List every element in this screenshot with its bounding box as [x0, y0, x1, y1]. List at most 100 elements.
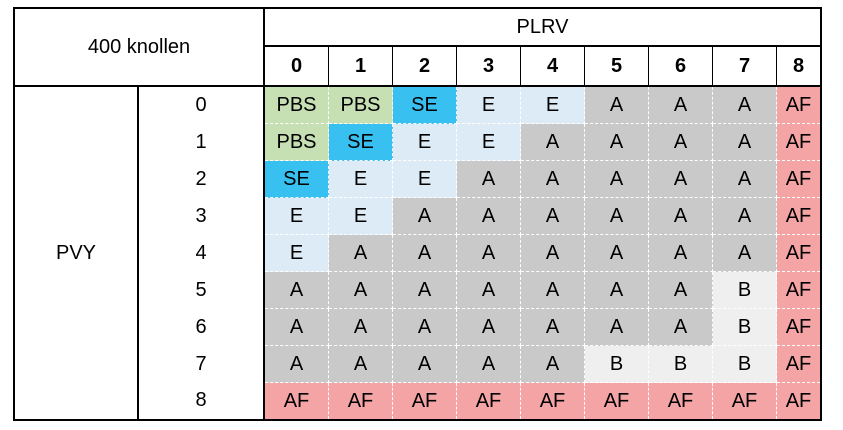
grade-cell: A: [584, 85, 649, 124]
grade-cell: AF: [776, 382, 822, 421]
row-header: 6: [138, 308, 265, 346]
grade-cell: A: [648, 85, 713, 124]
grade-cell: A: [584, 197, 649, 235]
column-header: 0: [264, 45, 329, 87]
grade-cell: A: [392, 345, 457, 383]
column-header: 6: [648, 45, 713, 87]
row-header: 5: [138, 271, 265, 309]
grade-cell: AF: [776, 345, 822, 383]
grade-cell: SE: [263, 160, 329, 198]
grade-cell: B: [712, 308, 777, 346]
grade-cell: A: [712, 85, 777, 124]
grade-cell: A: [712, 123, 777, 161]
grade-cell: E: [392, 123, 457, 161]
grade-cell: A: [584, 308, 649, 346]
grade-cell: A: [328, 308, 393, 346]
grade-cell: A: [520, 123, 585, 161]
grade-cell: A: [456, 197, 521, 235]
grade-cell: A: [328, 271, 393, 309]
grade-cell: E: [456, 123, 521, 161]
grade-cell: AF: [776, 85, 822, 124]
row-header: 3: [138, 197, 265, 235]
grade-cell: A: [328, 234, 393, 272]
grade-cell: A: [456, 160, 521, 198]
grade-cell: PBS: [263, 85, 329, 124]
grade-cell: PBS: [328, 85, 393, 124]
grade-cell: B: [584, 345, 649, 383]
grade-cell: AF: [328, 382, 393, 421]
table-row: 1 PBS SE E E A A A A AF: [14, 123, 822, 161]
grade-cell: A: [263, 345, 329, 383]
row-header: 8: [138, 382, 265, 421]
row-header: 1: [138, 123, 265, 161]
plrv-header: PLRV: [263, 7, 822, 47]
row-header: 0: [138, 86, 265, 124]
table-row: 6 A A A A A A A B AF: [14, 308, 822, 346]
pvy-label: PVY: [13, 86, 139, 421]
grade-cell: A: [520, 197, 585, 235]
grade-cell: A: [584, 234, 649, 272]
grade-cell: AF: [776, 123, 822, 161]
grade-cell: A: [648, 308, 713, 346]
row-header: 7: [138, 345, 265, 383]
grade-cell: AF: [520, 382, 585, 421]
column-header: 1: [328, 45, 393, 87]
column-header: 7: [712, 45, 777, 87]
table-row: 4 E A A A A A A A AF: [14, 234, 822, 272]
grade-cell: A: [392, 234, 457, 272]
grade-cell: AF: [776, 271, 822, 309]
row-header: 4: [138, 234, 265, 272]
grade-cell: B: [712, 345, 777, 383]
grade-cell: A: [584, 123, 649, 161]
grade-cell: A: [584, 160, 649, 198]
grade-cell: A: [520, 160, 585, 198]
grade-cell: E: [392, 160, 457, 198]
grade-cell: A: [712, 160, 777, 198]
grade-cell: A: [392, 271, 457, 309]
grade-cell: SE: [328, 123, 393, 161]
column-header: 2: [392, 45, 457, 87]
grade-cell: A: [648, 197, 713, 235]
grade-cell: AF: [776, 160, 822, 198]
grade-cell: B: [712, 271, 777, 309]
corner-label: 400 knollen: [13, 7, 265, 87]
column-header: 8: [776, 45, 822, 87]
grade-cell: A: [392, 197, 457, 235]
table-row: PVY 0 PBS PBS SE E E A A A AF: [13, 85, 822, 421]
grade-cell: E: [456, 85, 521, 124]
grade-cell: AF: [648, 382, 713, 421]
grade-cell: A: [520, 271, 585, 309]
grade-cell: A: [263, 271, 329, 309]
grade-cell: AF: [392, 382, 457, 421]
grade-cell: E: [328, 197, 393, 235]
table-row: 3 E E A A A A A A AF: [14, 197, 822, 235]
grade-cell: A: [392, 308, 457, 346]
grade-cell: PBS: [263, 123, 329, 161]
grade-cell: A: [712, 234, 777, 272]
table-row: 2 SE E E A A A A A AF: [14, 160, 822, 198]
grade-cell: AF: [712, 382, 777, 421]
grade-cell: A: [520, 234, 585, 272]
grade-cell: A: [456, 345, 521, 383]
column-header: 5: [584, 45, 649, 87]
grade-cell: E: [520, 85, 585, 124]
column-header: 3: [456, 45, 521, 87]
grade-cell: E: [263, 197, 329, 235]
column-header: 4: [520, 45, 585, 87]
grade-cell: A: [263, 308, 329, 346]
grade-cell: A: [456, 271, 521, 309]
grade-cell: A: [520, 345, 585, 383]
grade-cell: E: [263, 234, 329, 272]
grade-cell: A: [456, 234, 521, 272]
grade-cell: A: [520, 308, 585, 346]
grade-cell: B: [648, 345, 713, 383]
grade-cell: A: [648, 234, 713, 272]
grade-cell: AF: [456, 382, 521, 421]
grade-cell: A: [712, 197, 777, 235]
grade-cell: AF: [263, 382, 329, 421]
grade-cell: A: [648, 271, 713, 309]
table-row: 7 A A A A A B B B AF: [14, 345, 822, 383]
table-row: 5 A A A A A A A B AF: [14, 271, 822, 309]
